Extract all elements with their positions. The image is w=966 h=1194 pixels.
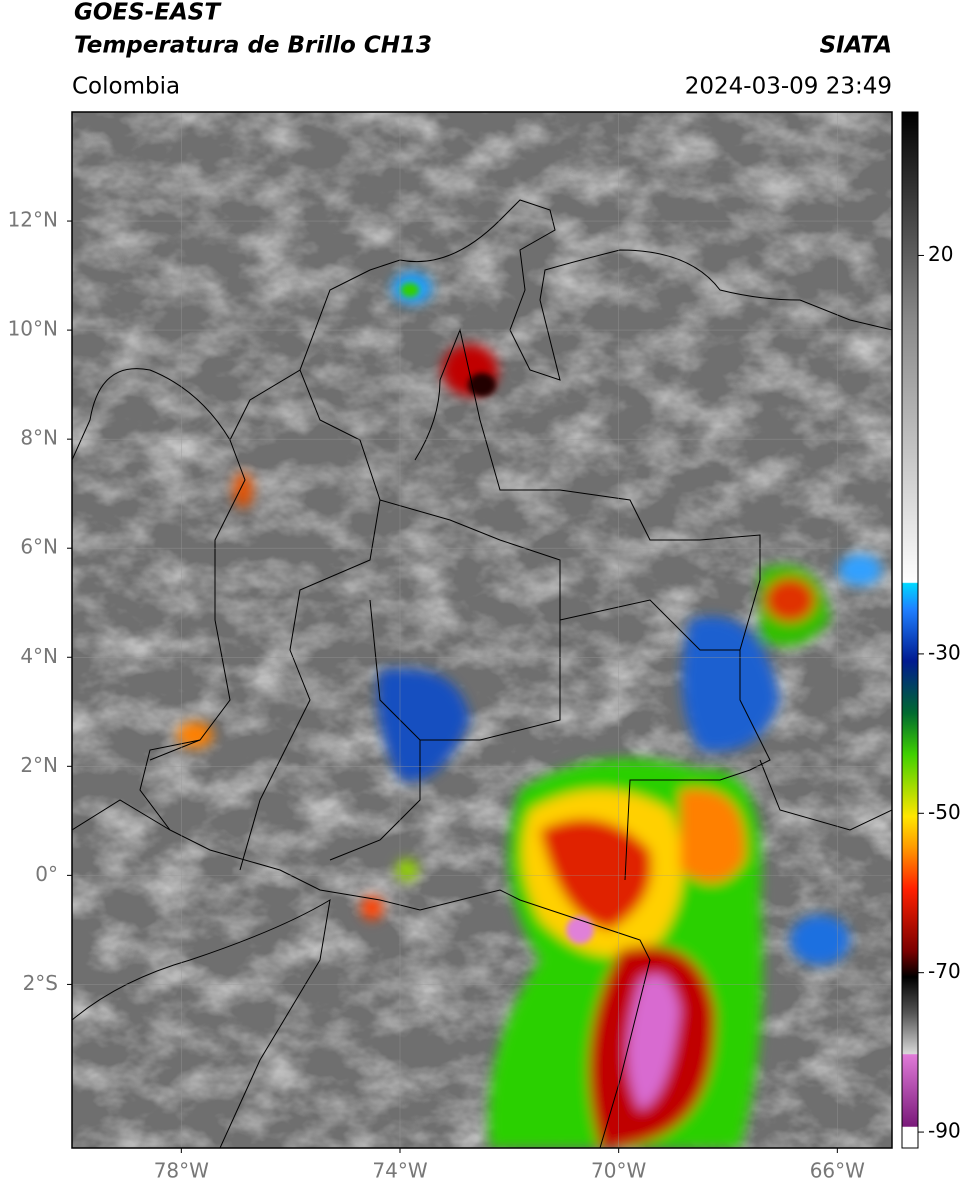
lon-tick-label: 78°W xyxy=(154,1159,209,1183)
region: Colombia xyxy=(72,74,180,100)
colorbar xyxy=(901,111,919,1149)
lon-tick-label: 66°W xyxy=(810,1159,865,1183)
lon-tick-label: 70°W xyxy=(591,1159,646,1183)
colorbar-tick-label: -50 xyxy=(928,800,961,824)
lat-tick-label: 12°N xyxy=(8,208,58,232)
satellite-image xyxy=(72,112,892,1148)
borders xyxy=(72,199,892,1148)
colorbar-tick-label: 20 xyxy=(928,242,953,266)
lat-tick-label: 10°N xyxy=(8,317,58,341)
grid xyxy=(72,112,892,1148)
lat-tick-label: 0° xyxy=(35,862,58,886)
lat-tick-label: 2°N xyxy=(20,753,58,777)
map-frame xyxy=(71,111,893,1149)
colorbar-tick-label: -90 xyxy=(928,1119,961,1143)
title-line: GOES-EAST xyxy=(74,0,222,26)
title-line: Temperatura de Brillo CH13 xyxy=(74,33,432,59)
lat-tick-label: 4°N xyxy=(20,644,58,668)
lon-tick-label: 74°W xyxy=(372,1159,427,1183)
lat-tick-label: 6°N xyxy=(20,535,58,559)
colorbar-tick-label: -70 xyxy=(928,959,961,983)
colorbar-tick-label: -30 xyxy=(928,640,961,664)
datetime: 2024-03-09 23:49 xyxy=(685,74,892,100)
lat-tick-label: 2°S xyxy=(23,971,58,995)
lat-tick-label: 8°N xyxy=(20,426,58,450)
source: SIATA xyxy=(820,33,892,59)
